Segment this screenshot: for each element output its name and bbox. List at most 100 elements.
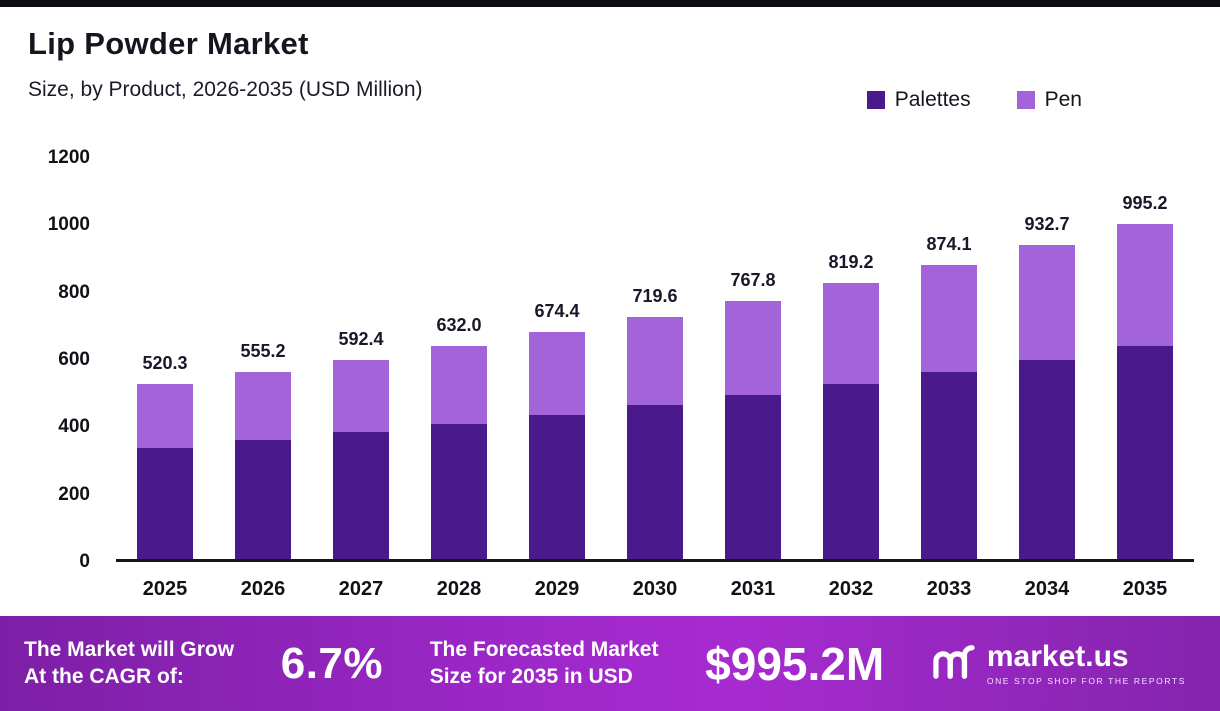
bar-segment-pen (1117, 223, 1173, 347)
marketus-brand: market.us ONE STOP SHOP FOR THE REPORTS (931, 639, 1186, 686)
bar-group-2032: 819.2 2032 (802, 158, 900, 600)
bar-segment-palettes (235, 440, 291, 559)
bar-stack (921, 264, 977, 559)
x-axis-label: 2025 (142, 578, 188, 600)
chart-header: Lip Powder Market Size, by Product, 2026… (28, 26, 423, 102)
bar-segment-pen (529, 331, 585, 415)
bar-group-2029: 674.4 2029 (508, 158, 606, 600)
bar-segment-palettes (921, 372, 977, 559)
bar-stack (431, 346, 487, 559)
bar-stack (1117, 223, 1173, 559)
x-axis-label: 2027 (338, 578, 384, 600)
bar-total-label: 674.4 (534, 300, 580, 321)
y-tick-label: 1200 (47, 147, 90, 168)
plot-area: 520.3 2025 555.2 2026 592.4 2027 632.0 2028 674.… (116, 158, 1194, 600)
legend-item-pen: Pen (1016, 88, 1082, 112)
bar-group-2033: 874.1 2033 (900, 158, 998, 600)
x-axis-label: 2034 (1024, 578, 1070, 600)
forecast-value: $995.2M (705, 637, 885, 690)
bar-segment-palettes (1019, 359, 1075, 559)
bar-stack (137, 383, 193, 559)
bar-segment-pen (333, 359, 389, 433)
y-tick-label: 600 (58, 349, 90, 370)
x-axis-label: 2028 (436, 578, 482, 600)
bar-stack (627, 316, 683, 559)
legend-item-palettes: Palettes (866, 88, 971, 112)
palettes-swatch-icon (866, 91, 885, 109)
forecast-caption-line2: Size for 2035 in USD (429, 664, 633, 688)
bar-stack (235, 372, 291, 559)
x-axis-label: 2033 (926, 578, 972, 600)
bar-segment-pen (823, 283, 879, 384)
bar-segment-palettes (627, 405, 683, 559)
marketus-logo-icon (931, 642, 977, 685)
chart-subtitle: Size, by Product, 2026-2035 (USD Million… (28, 78, 423, 101)
bar-segment-pen (1019, 245, 1075, 360)
pen-swatch-icon (1016, 91, 1035, 109)
stacked-bar-chart: 0 200 400 600 800 1000 1200 520.3 2025 555.2 2026… (28, 147, 1198, 610)
x-axis-label: 2026 (240, 578, 286, 600)
x-axis-label: 2031 (730, 578, 776, 600)
bar-stack (333, 359, 389, 559)
bar-stack (823, 283, 879, 559)
bar-group-2034: 932.7 2034 (998, 158, 1096, 600)
y-tick-label: 0 (79, 551, 90, 572)
bar-total-label: 932.7 (1024, 214, 1070, 234)
x-axis-label: 2030 (632, 578, 678, 600)
brand-tagline: ONE STOP SHOP FOR THE REPORTS (986, 675, 1186, 686)
bar-total-label: 520.3 (142, 352, 188, 373)
brand-name: market.us (986, 639, 1129, 673)
x-axis-label: 2029 (534, 578, 580, 600)
cagr-caption-line1: The Market will Grow (24, 638, 235, 662)
bar-segment-pen (921, 264, 977, 373)
x-axis-label: 2032 (828, 578, 874, 600)
bar-segment-palettes (823, 383, 879, 559)
bar-segment-pen (235, 372, 291, 441)
cagr-caption: The Market will Grow At the CAGR of: (24, 637, 234, 690)
bar-group-2035: 995.2 2035 (1096, 158, 1194, 600)
bar-segment-palettes (1117, 346, 1173, 559)
top-border-strip (0, 0, 1220, 7)
bar-group-2031: 767.8 2031 (704, 158, 802, 600)
forecast-caption-line1: The Forecasted Market (429, 638, 659, 662)
bar-total-label: 767.8 (730, 269, 776, 290)
bar-segment-pen (137, 383, 193, 448)
forecast-caption: The Forecasted Market Size for 2035 in U… (430, 637, 659, 690)
bar-segment-palettes (529, 414, 585, 559)
bar-segment-palettes (431, 423, 487, 559)
y-tick-label: 800 (58, 281, 90, 303)
bar-total-label: 874.1 (926, 233, 972, 254)
footer-banner: The Market will Grow At the CAGR of: 6.7… (0, 616, 1220, 711)
bar-stack (1019, 245, 1075, 559)
cagr-caption-line2: At the CAGR of: (24, 664, 184, 688)
page-title: Lip Powder Market (28, 26, 309, 61)
bar-segment-palettes (725, 394, 781, 559)
bar-total-label: 995.2 (1122, 192, 1168, 213)
x-axis-label: 2035 (1122, 578, 1168, 600)
bar-total-label: 819.2 (828, 252, 874, 273)
bar-total-label: 719.6 (632, 285, 678, 306)
bar-total-label: 592.4 (338, 328, 384, 349)
bar-group-2025: 520.3 2025 (116, 158, 214, 600)
bar-group-2026: 555.2 2026 (214, 158, 312, 600)
y-tick-label: 200 (58, 483, 90, 505)
bar-total-label: 555.2 (240, 341, 286, 362)
bar-segment-palettes (137, 447, 193, 559)
legend-label: Pen (1044, 88, 1082, 111)
y-axis: 0 200 400 600 800 1000 1200 (28, 147, 90, 572)
bar-segment-palettes (333, 432, 389, 559)
bar-segment-pen (725, 300, 781, 395)
bar-group-2027: 592.4 2027 (312, 158, 410, 600)
legend-label: Palettes (894, 88, 971, 111)
bar-segment-pen (431, 346, 487, 424)
bar-group-2030: 719.6 2030 (606, 158, 704, 600)
bar-stack (725, 300, 781, 559)
bar-segment-pen (627, 316, 683, 406)
bar-group-2028: 632.0 2028 (410, 158, 508, 600)
bar-stack (529, 331, 585, 559)
bar-total-label: 632.0 (436, 315, 482, 336)
chart-legend: Palettes Pen (866, 88, 1082, 112)
cagr-value: 6.7% (280, 638, 384, 688)
y-tick-label: 400 (58, 416, 90, 438)
y-tick-label: 1000 (47, 214, 90, 236)
